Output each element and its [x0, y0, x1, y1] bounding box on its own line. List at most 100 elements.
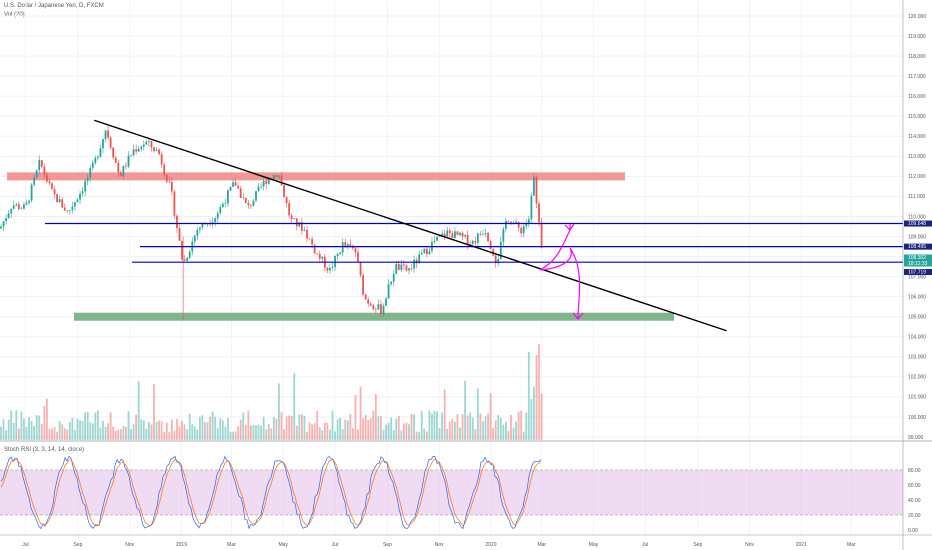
volume-bar — [313, 423, 316, 440]
candle-body — [505, 221, 507, 229]
x-tick-label: Jul — [642, 542, 648, 548]
y-tick-label: 117.000 — [908, 74, 926, 80]
candle-body — [170, 182, 173, 192]
candle-body — [397, 263, 400, 270]
candle-body — [122, 165, 125, 177]
candle-body — [474, 240, 477, 243]
volume-bar — [533, 386, 535, 440]
candle-body — [114, 157, 117, 163]
y-tick-label: 120.000 — [908, 14, 926, 20]
candle-body — [306, 229, 308, 239]
volume-bar — [288, 415, 291, 440]
volume-bar — [224, 426, 227, 440]
volume-bar — [272, 416, 275, 440]
candle-body — [142, 144, 145, 147]
volume-bar — [484, 416, 487, 440]
candle-body — [35, 170, 38, 178]
price-tag-bg — [904, 220, 932, 227]
price-tag-label: 108.302 — [908, 255, 926, 261]
candle-body — [232, 182, 234, 187]
candle-body — [7, 213, 10, 219]
candle-body — [155, 149, 158, 152]
volume-bar — [10, 410, 13, 440]
candle-body — [387, 284, 390, 299]
volume-bar — [170, 419, 173, 440]
candle-body — [311, 238, 313, 245]
candle-body — [489, 241, 492, 249]
x-tick-label: Nov — [435, 542, 444, 548]
candle-body — [436, 236, 438, 241]
volume-bar — [471, 417, 474, 440]
candle-body — [341, 242, 344, 253]
candle-body — [331, 267, 334, 268]
volume-bar — [295, 425, 298, 440]
candle-body — [530, 195, 533, 220]
candle-body — [400, 264, 403, 270]
candle-body — [451, 233, 454, 239]
volume-bar — [58, 421, 61, 440]
volume-bar — [61, 424, 64, 440]
x-tick-label: Sep — [383, 542, 392, 548]
volume-bar — [17, 428, 20, 440]
volume-bar — [20, 411, 23, 440]
candle-body — [349, 243, 352, 246]
volume-bar — [142, 420, 145, 440]
x-tick-label: 2019 — [176, 542, 187, 548]
candle-body — [10, 208, 13, 214]
y-tick-label: 105.000 — [908, 315, 926, 321]
volume-bar — [275, 419, 278, 440]
candle-body — [227, 190, 229, 204]
volume-bar — [229, 431, 232, 440]
candle-body — [201, 223, 204, 228]
candle-body — [507, 221, 510, 222]
volume-bar — [250, 425, 252, 440]
volume-bar — [86, 411, 89, 440]
volume-bar — [525, 412, 528, 440]
candle-body — [492, 248, 495, 256]
candle-body — [390, 281, 393, 285]
candle-body — [293, 218, 296, 220]
stoch-tick-label: 20.00 — [908, 513, 921, 519]
price-tag: 108.302 — [904, 254, 932, 261]
volume-bar — [346, 420, 349, 440]
price-tag-bg — [904, 260, 932, 267]
volume-bar — [130, 429, 132, 440]
candle-body — [153, 147, 155, 152]
candle-body — [522, 226, 525, 234]
candle-body — [81, 191, 84, 194]
y-tick-label: 99.000 — [908, 435, 924, 441]
volume-bar — [400, 430, 403, 440]
volume-bar — [23, 418, 25, 440]
volume-bar — [165, 422, 168, 440]
volume-bar — [150, 424, 153, 440]
candle-body — [316, 253, 319, 254]
x-tick-label: May — [278, 542, 288, 548]
candle-body — [163, 164, 166, 175]
candle-body — [459, 232, 461, 235]
candle-body — [214, 218, 217, 223]
volume-bar — [12, 422, 15, 440]
volume-bar — [405, 422, 408, 440]
candle-body — [224, 203, 227, 205]
candle-body — [199, 227, 201, 230]
candle-body — [30, 184, 33, 201]
candle-body — [5, 218, 7, 222]
volume-bar — [397, 415, 400, 440]
candle-body — [278, 175, 280, 178]
volume-bar — [38, 415, 41, 440]
volume-bar — [99, 427, 102, 440]
candle-body — [517, 221, 520, 228]
y-tick-label: 111.000 — [908, 194, 926, 200]
price-tag-label: 109.648 — [908, 221, 926, 227]
volume-bar — [40, 424, 43, 440]
volume-bar — [7, 419, 10, 440]
volume-bar — [33, 426, 36, 440]
volume-bar — [443, 389, 446, 440]
candle-body — [339, 252, 342, 254]
candle-body — [178, 228, 181, 241]
volume-bar — [395, 418, 398, 440]
candle-body — [66, 210, 69, 212]
candle-body — [56, 194, 58, 203]
candle-body — [23, 204, 25, 209]
